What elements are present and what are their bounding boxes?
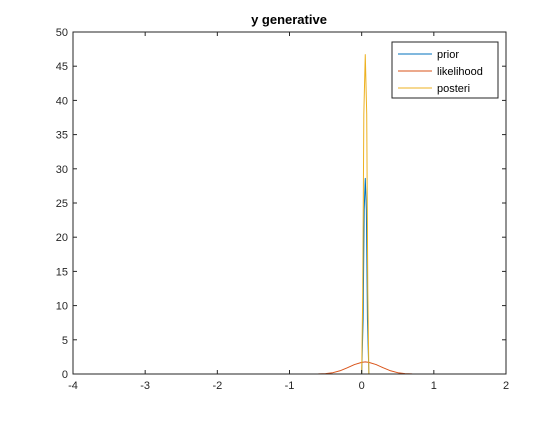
x-axis: -4 -3 -2 -1 0 1 2 [68,32,509,392]
legend: prior likelihood posteri [391,41,499,99]
x-tick-label: -2 [212,380,222,392]
legend-label-likelihood: likelihood [437,66,483,78]
y-tick-label: 45 [56,61,68,73]
y-tick-label: 35 [56,130,68,142]
x-tick-label: -4 [68,380,78,392]
y-tick-label: 50 [56,27,68,39]
y-tick-label: 30 [56,164,68,176]
series-line-prior [73,177,506,375]
legend-box [391,41,499,99]
x-tick-label: 1 [431,380,437,392]
x-tick-label: -3 [140,380,150,392]
x-tick-label: 2 [503,380,509,392]
y-tick-label: 20 [56,232,68,244]
x-tick-label: -1 [285,380,295,392]
y-axis: 0 5 10 15 20 25 30 35 40 45 50 [56,27,506,381]
y-tick-label: 40 [56,95,68,107]
legend-label-prior: prior [437,49,459,61]
chart-title: y generative [251,12,327,27]
y-tick-label: 15 [56,266,68,278]
y-tick-label: 0 [62,369,68,381]
plot-lines [73,54,506,375]
legend-label-posteri: posteri [437,83,470,95]
series-line-posteri [73,54,506,375]
x-tick-label: 0 [359,380,365,392]
y-tick-label: 25 [56,198,68,210]
y-tick-label: 10 [56,301,68,313]
y-tick-label: 5 [62,335,68,347]
